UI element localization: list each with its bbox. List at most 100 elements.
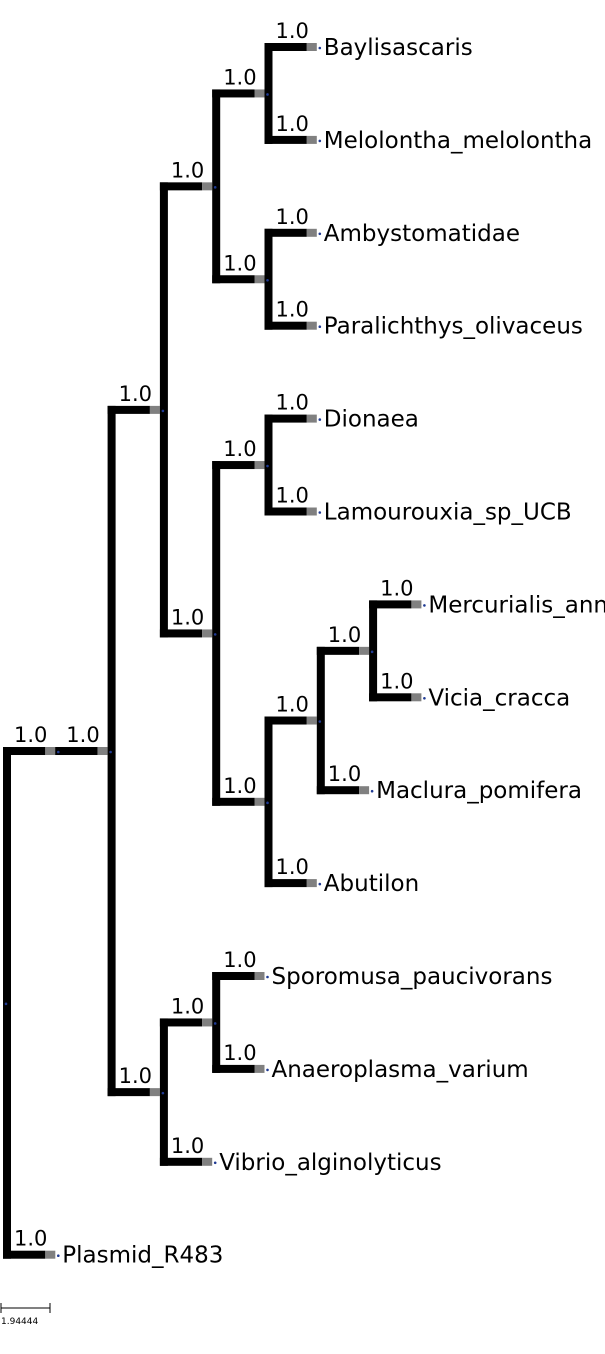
- clade-line-n6: [264, 228, 273, 330]
- leaf-label-l14: Plasmid_R483: [62, 1243, 223, 1269]
- branch-l7: [369, 600, 412, 609]
- node-dot-root: [4, 1002, 8, 1006]
- node-dot-n8: [266, 464, 269, 468]
- scale-bar-label: 1.94444: [1, 1317, 38, 1327]
- leaf-dot-l3: [318, 232, 322, 236]
- support-value-l7: 1.0: [380, 576, 413, 600]
- clade-line-root: [3, 747, 11, 1259]
- leaf-label-l6: Lamourouxia_sp_UCB: [324, 500, 572, 526]
- branch-n4: [159, 182, 203, 191]
- support-value-n11: 1.0: [328, 623, 361, 647]
- leaf-dot-l6: [318, 511, 322, 514]
- clade-line-n7: [212, 461, 221, 806]
- branch-l4: [264, 321, 307, 330]
- leaf-dot-l13: [213, 1161, 217, 1165]
- support-value-l8: 1.0: [380, 669, 413, 693]
- support-value-n8: 1.0: [223, 437, 256, 461]
- clade-line-n3: [159, 182, 168, 638]
- support-value-n5: 1.0: [223, 65, 256, 89]
- support-value-n9: 1.0: [223, 774, 256, 798]
- node-dot-n9: [266, 801, 269, 805]
- branch-end-n5: [254, 89, 265, 98]
- branch-n9: [212, 797, 255, 806]
- support-value-n13: 1.0: [171, 994, 204, 1018]
- leaf-dot-l11: [266, 975, 269, 979]
- leaf-label-l2: Melolontha_melolontha: [324, 128, 592, 154]
- leaf-dot-l10: [318, 882, 322, 886]
- support-value-l6: 1.0: [276, 484, 309, 508]
- node-dot-n10: [318, 720, 322, 723]
- tree-branches: [3, 43, 422, 1259]
- branch-end-n8: [254, 461, 265, 470]
- branch-l3: [264, 228, 307, 237]
- support-value-l3: 1.0: [276, 205, 309, 229]
- clade-line-n8: [264, 414, 273, 516]
- support-value-n10: 1.0: [276, 693, 309, 717]
- branch-end-n6: [254, 275, 265, 284]
- leaf-dot-l14: [57, 1254, 60, 1257]
- branch-end-l10: [306, 879, 317, 888]
- branch-n12: [107, 1088, 150, 1097]
- branch-l1: [264, 43, 307, 51]
- support-value-l14: 1.0: [14, 1227, 47, 1251]
- support-value-n7: 1.0: [171, 605, 204, 629]
- branch-end-l11: [254, 972, 265, 980]
- branch-end-n2: [97, 747, 108, 756]
- branch-l12: [212, 1064, 255, 1073]
- node-dot-n3: [161, 409, 165, 413]
- branch-end-l1: [306, 43, 317, 51]
- branch-end-n1: [45, 747, 56, 756]
- clade-line-n13: [212, 972, 221, 1073]
- support-value-l2: 1.0: [276, 112, 309, 136]
- node-dot-n11: [370, 650, 374, 654]
- branch-end-l14: [45, 1250, 56, 1259]
- leaf-label-l5: Dionaea: [324, 407, 419, 433]
- leaf-dot-l9: [370, 789, 374, 793]
- leaf-label-l7: Mercurialis_annua: [428, 592, 605, 618]
- leaf-label-l3: Ambystomatidae: [324, 221, 520, 247]
- node-dot-n12: [161, 1091, 165, 1095]
- leaf-dot-l12: [266, 1068, 269, 1072]
- branch-end-n11: [359, 646, 370, 655]
- support-value-n4: 1.0: [171, 158, 204, 182]
- branch-end-l6: [306, 507, 317, 516]
- branch-l11: [212, 972, 255, 980]
- node-dot-n5: [266, 93, 269, 96]
- clade-line-n10: [316, 646, 325, 795]
- branch-l13: [159, 1157, 203, 1166]
- branch-end-l2: [306, 135, 317, 144]
- support-value-l5: 1.0: [276, 391, 309, 415]
- clade-line-n5: [264, 43, 273, 144]
- support-value-l12: 1.0: [223, 1041, 256, 1065]
- branch-end-l7: [411, 600, 422, 609]
- tree-node-marks: [4, 46, 426, 1257]
- branch-end-n10: [306, 716, 317, 725]
- support-value-n3: 1.0: [119, 382, 152, 406]
- branch-l5: [264, 414, 307, 423]
- branch-end-l5: [306, 414, 317, 423]
- support-value-n2: 1.0: [66, 723, 99, 747]
- node-dot-n4: [213, 186, 217, 189]
- clade-line-n9: [264, 716, 273, 888]
- branch-l2: [264, 135, 307, 144]
- branch-l14: [3, 1250, 46, 1259]
- support-value-l1: 1.0: [276, 19, 309, 43]
- branch-l10: [264, 879, 307, 888]
- node-dot-n7: [213, 633, 217, 636]
- support-value-n12: 1.0: [119, 1064, 152, 1088]
- support-value-l13: 1.0: [171, 1134, 204, 1158]
- branch-n6: [212, 275, 255, 284]
- clade-line-n11: [369, 600, 378, 702]
- branch-end-n7: [202, 629, 213, 638]
- tree-labels: 1.0 1.0 1.0 1.0 1.0 1.0 Baylisascaris 1.0 Melolo…: [14, 19, 605, 1269]
- support-value-l10: 1.0: [276, 855, 309, 879]
- node-dot-n6: [266, 278, 269, 282]
- branch-end-l9: [359, 786, 370, 795]
- scale-bar: 1.94444: [0, 1303, 51, 1327]
- clade-line-n4: [212, 89, 221, 284]
- branch-n8: [212, 461, 255, 470]
- branch-end-n9: [254, 797, 265, 806]
- leaf-label-l8: Vicia_cracca: [428, 685, 570, 711]
- leaf-dot-l8: [423, 697, 426, 700]
